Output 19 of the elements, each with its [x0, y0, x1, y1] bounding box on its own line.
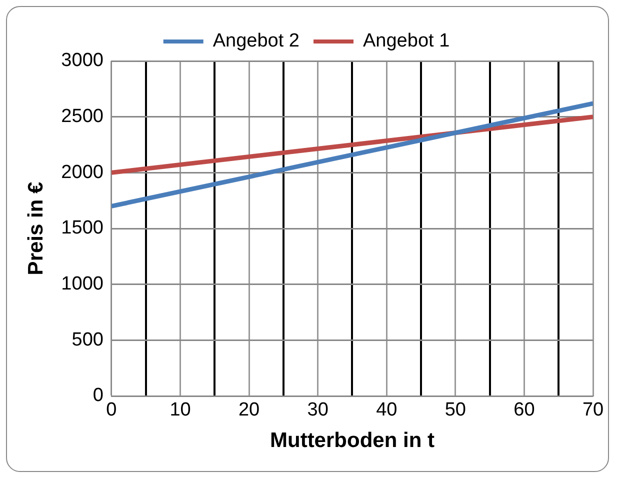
x-tick-label: 0	[106, 400, 117, 421]
legend-label: Angebot 1	[363, 30, 450, 52]
y-tick-label: 2500	[61, 106, 104, 128]
y-tick-label: 2000	[61, 162, 104, 183]
x-tick-label: 50	[444, 400, 466, 421]
x-tick-label: 20	[238, 400, 260, 421]
y-tick-label: 500	[72, 329, 104, 350]
x-tick-label: 70	[582, 400, 604, 421]
y-tick-label: 0	[92, 385, 104, 406]
x-tick-label: 30	[307, 400, 328, 421]
y-axis-title: Preis in €	[24, 181, 48, 276]
y-tick-label: 3000	[61, 50, 104, 72]
x-tick-label: 60	[514, 400, 535, 421]
x-tick-label: 40	[376, 400, 398, 421]
y-tick-label: 1500	[61, 218, 104, 239]
x-axis-title: Mutterboden in t	[270, 429, 434, 452]
x-tick-label: 10	[170, 400, 191, 421]
legend-label: Angebot 2	[212, 30, 300, 52]
y-tick-label: 1000	[61, 274, 104, 295]
